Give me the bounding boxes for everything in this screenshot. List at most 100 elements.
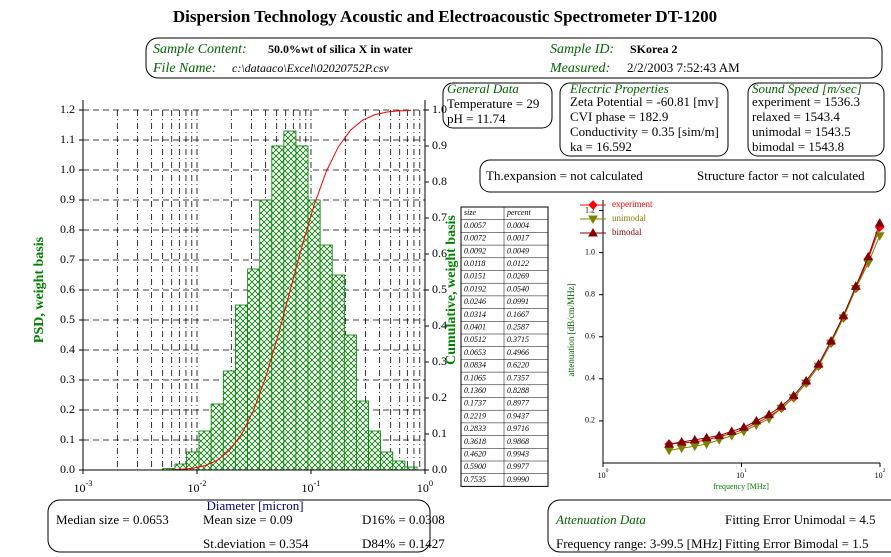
attenuation-box <box>547 499 891 553</box>
table-header: size <box>464 208 476 217</box>
table-cell: 0.0991 <box>507 297 529 306</box>
label: Sample Content: <box>153 42 247 57</box>
x-tick-exponent: -1 <box>314 479 321 488</box>
y-tick-label: 0.6 <box>585 332 595 341</box>
table-cell: 0.0118 <box>464 259 485 268</box>
y2-tick-label: 0.6 <box>432 246 447 260</box>
marker <box>701 432 712 442</box>
bar <box>307 199 321 471</box>
table-cell: 0.0269 <box>507 272 529 281</box>
marker <box>588 215 598 225</box>
series-line <box>668 222 881 445</box>
marker <box>838 310 849 320</box>
marker <box>726 426 737 435</box>
table-cell: 0.0151 <box>464 272 486 281</box>
y2-tick-label: 0.0 <box>432 462 447 476</box>
x-tick-label: 102 <box>875 468 886 480</box>
bar <box>380 451 394 471</box>
sample-box <box>145 37 883 79</box>
general-box <box>442 82 553 129</box>
table-cell: 0.3715 <box>507 335 529 344</box>
y2-axis-label: Cumulative, weight basis <box>444 215 459 365</box>
marker <box>813 359 824 368</box>
panel-line: Zeta Potential = -60.81 [mv] <box>570 94 719 109</box>
bar <box>368 430 382 471</box>
table-cell: 0.0834 <box>464 361 486 370</box>
thermal: Structure factor = not calculated <box>697 168 865 183</box>
y-tick-label: 0.5 <box>60 312 75 326</box>
table-cell: 0.9437 <box>507 411 530 420</box>
table-cell: 0.0072 <box>464 234 486 243</box>
marker <box>664 439 674 448</box>
table-cell: 0.1065 <box>464 373 486 382</box>
table-cell: 0.0004 <box>507 221 529 230</box>
x-tick-base: 10 <box>74 481 86 495</box>
table-cell: 0.6220 <box>507 361 529 370</box>
x-tick-base: 10 <box>598 471 606 480</box>
bar <box>331 274 345 471</box>
bar <box>295 145 309 471</box>
y-tick-label: 0.7 <box>60 252 75 266</box>
marker <box>874 218 885 227</box>
table-cell: 0.0540 <box>507 284 529 293</box>
table-cell: 0.1667 <box>507 310 530 319</box>
fit: Fitting Error Unimodal = 4.5 <box>725 512 876 527</box>
x-tick-base: 10 <box>736 471 744 480</box>
summary-box <box>47 499 431 553</box>
table-cell: 0.7357 <box>507 373 530 382</box>
summary: St.deviation = 0.354 <box>203 536 309 551</box>
marker <box>738 422 749 431</box>
x-tick-exponent: 1 <box>744 468 747 474</box>
table-cell: 0.7535 <box>464 475 486 484</box>
y-tick-label: 1.1 <box>60 132 75 146</box>
x-axis-label: Diameter [micron] <box>206 498 303 513</box>
x-tick-base: 10 <box>302 481 314 495</box>
y-tick-label: 0.1 <box>60 432 75 446</box>
value: 50.0%wt of silica X in water <box>268 42 413 56</box>
marker <box>588 200 598 210</box>
label: Measured: <box>549 61 610 76</box>
legend-label: experiment <box>612 199 653 209</box>
y-axis-label: PSD, weight basis <box>32 236 47 343</box>
y-tick-label: 0.3 <box>60 372 75 386</box>
x-tick-label: 10-1 <box>302 479 321 495</box>
x-tick-exponent: 0 <box>429 479 433 488</box>
y-tick-label: 0.6 <box>60 282 75 296</box>
y-tick-label: 1.0 <box>60 162 75 176</box>
panel-line: Conductivity = 0.35 [sim/m] <box>570 124 719 139</box>
marker <box>689 434 700 444</box>
marker <box>588 227 598 237</box>
marker <box>764 409 774 419</box>
title: Dispersion Technology Acoustic and Elect… <box>173 7 717 26</box>
bar <box>247 268 261 471</box>
thermal: Th.expansion = not calculated <box>486 168 643 183</box>
table-cell: 0.9716 <box>507 424 529 433</box>
x-axis-label: frequency [MHz] <box>713 482 769 491</box>
y2-tick-label: 1.0 <box>432 102 447 116</box>
marker <box>714 430 725 440</box>
bar <box>259 199 273 471</box>
summary: Median size = 0.0653 <box>56 512 169 527</box>
y-axis-label: attenuation [dB/cm/MHz] <box>566 283 576 376</box>
table-cell: 0.4966 <box>507 348 529 357</box>
y-tick-label: 0.8 <box>60 222 75 236</box>
marker <box>751 415 762 425</box>
summary: D84% = 0.1427 <box>362 536 445 551</box>
marker <box>826 335 836 345</box>
y-tick-label: 0.4 <box>585 374 595 383</box>
legend-label: bimodal <box>612 227 642 237</box>
y-tick-label: 0.9 <box>60 192 75 206</box>
value: SKorea 2 <box>630 42 677 56</box>
table-cell: 0.9943 <box>507 449 529 458</box>
summary: D16% = 0.0308 <box>362 512 445 527</box>
table-cell: 0.0057 <box>464 221 487 230</box>
x-tick-exponent: 2 <box>883 468 886 474</box>
table-cell: 0.0192 <box>464 284 486 293</box>
y2-tick-label: 0.1 <box>432 426 447 440</box>
panel-line: Temperature = 29 <box>447 96 539 111</box>
marker <box>850 281 861 290</box>
label: Sample ID: <box>550 42 614 57</box>
panel-line: pH = 11.74 <box>447 111 506 126</box>
